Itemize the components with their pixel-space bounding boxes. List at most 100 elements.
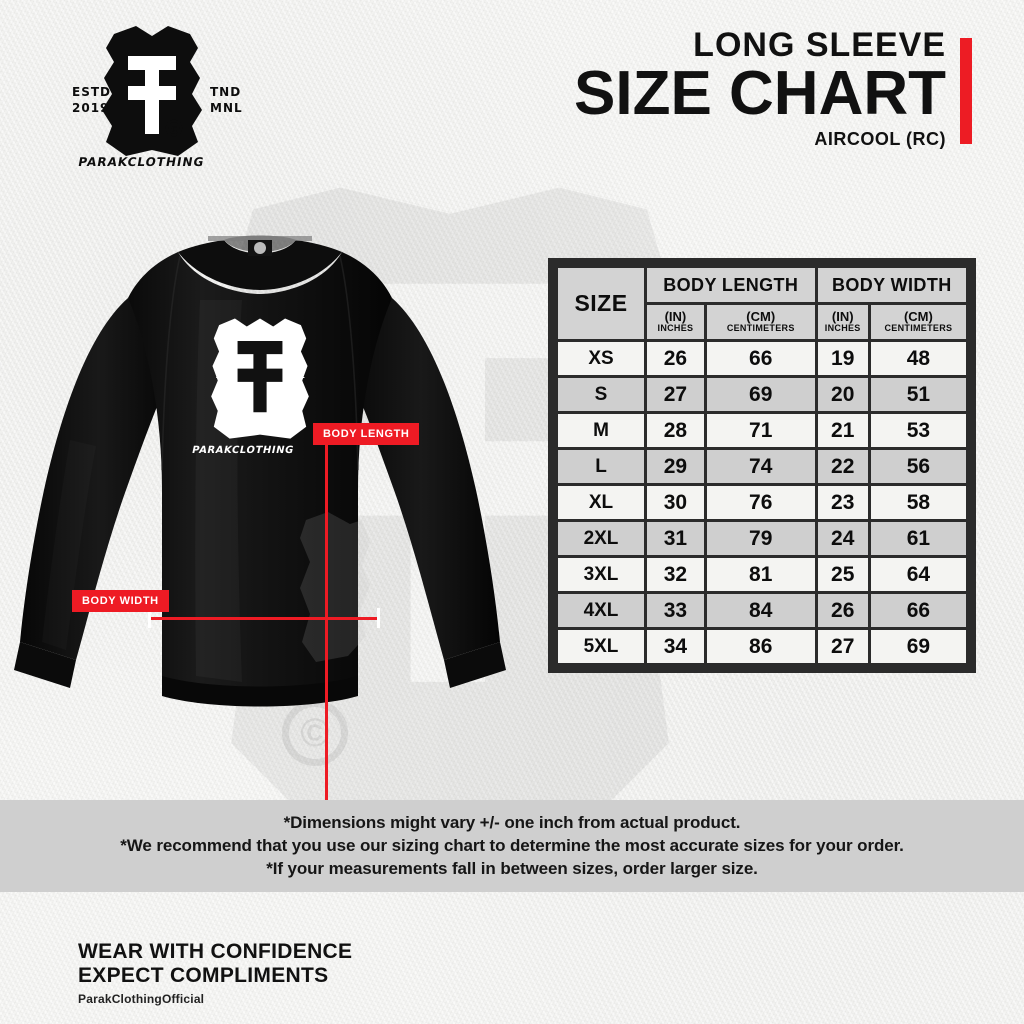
cell-wid-cm: 51	[870, 378, 966, 411]
header-unit-width-in: (IN) INCHES	[817, 305, 868, 339]
svg-text:2019: 2019	[72, 101, 109, 115]
cell-len-in: 32	[647, 558, 704, 591]
disclaimer-line-2: *We recommend that you use our sizing ch…	[120, 836, 904, 855]
table-header-row-units: (IN) INCHES (CM) CENTIMETERS (IN) INCHES…	[558, 305, 966, 339]
svg-text:PARAKCLOTHING: PARAKCLOTHING	[191, 445, 295, 456]
cell-wid-in: 20	[817, 378, 868, 411]
header-unit-width-cm: (CM) CENTIMETERS	[870, 305, 966, 339]
cell-len-cm: 69	[706, 378, 815, 411]
body-width-right-cap	[377, 608, 380, 628]
header-unit-length-cm: (CM) CENTIMETERS	[706, 305, 815, 339]
table-row: 3XL 32 81 25 64	[558, 558, 966, 591]
cell-wid-in: 24	[817, 522, 868, 555]
cell-wid-cm: 66	[870, 594, 966, 627]
cell-wid-cm: 56	[870, 450, 966, 483]
cell-wid-in: 21	[817, 414, 868, 447]
svg-text:PARAKCLOTHING: PARAKCLOTHING	[77, 155, 205, 169]
cell-wid-in: 27	[817, 630, 868, 663]
page-footer: WEAR WITH CONFIDENCE EXPECT COMPLIMENTS …	[78, 940, 352, 1006]
body-length-measure-line	[325, 438, 328, 888]
tagline-line-2: EXPECT COMPLIMENTS	[78, 963, 329, 987]
header-group-body-width: BODY WIDTH	[817, 268, 966, 302]
cell-size: S	[558, 378, 644, 411]
cell-wid-in: 19	[817, 342, 868, 375]
svg-text:ESTD: ESTD	[72, 85, 111, 99]
svg-text:C: C	[171, 125, 177, 134]
cell-wid-cm: 58	[870, 486, 966, 519]
header-subtitle: AIRCOOL (RC)	[814, 128, 946, 149]
table-row: L 29 74 22 56	[558, 450, 966, 483]
svg-text:TND: TND	[210, 85, 241, 99]
unit-abbr: (IN)	[664, 309, 687, 325]
body-width-measure-line	[148, 617, 380, 620]
header-size: SIZE	[558, 268, 644, 339]
cell-len-in: 27	[647, 378, 704, 411]
cell-len-cm: 86	[706, 630, 815, 663]
disclaimer-line-3: *If your measurements fall in between si…	[266, 859, 758, 878]
cell-len-cm: 74	[706, 450, 815, 483]
cell-size: 4XL	[558, 594, 644, 627]
unit-abbr: (CM)	[903, 309, 933, 325]
body-width-left-cap	[148, 608, 151, 628]
cell-wid-in: 22	[817, 450, 868, 483]
social-handle: ParakClothingOfficial	[78, 992, 205, 1007]
cell-len-cm: 66	[706, 342, 815, 375]
table-row: 5XL 34 86 27 69	[558, 630, 966, 663]
tagline-line-1: WEAR WITH CONFIDENCE	[78, 940, 353, 963]
header-unit-length-in: (IN) INCHES	[647, 305, 704, 339]
table-row: 2XL 31 79 24 61	[558, 522, 966, 555]
cell-len-in: 33	[647, 594, 704, 627]
cell-len-cm: 84	[706, 594, 815, 627]
svg-text:MNL: MNL	[287, 371, 305, 380]
cell-len-cm: 81	[706, 558, 815, 591]
cell-len-in: 28	[647, 414, 704, 447]
svg-text:ESTD: ESTD	[215, 362, 236, 371]
table-body: XS 26 66 19 48 S 27 69 20 51 M 28 71 21 53 L 29 74 22 56 XL 3…	[558, 342, 966, 663]
title-block: LONG SLEEVE SIZE CHART AIRCOOL (RC)	[574, 28, 946, 150]
page-title: SIZE CHART	[574, 59, 946, 128]
disclaimer-band: *Dimensions might vary +/- one inch from…	[0, 800, 1024, 892]
cell-len-in: 30	[647, 486, 704, 519]
cell-wid-in: 25	[817, 558, 868, 591]
cell-len-in: 31	[647, 522, 704, 555]
long-sleeve-shirt-image: ESTD 2019 TND MNL C PARAKCLOTHING	[10, 190, 510, 790]
cell-len-in: 26	[647, 342, 704, 375]
table-row: S 27 69 20 51	[558, 378, 966, 411]
cell-wid-cm: 61	[870, 522, 966, 555]
svg-text:TND: TND	[287, 362, 304, 371]
table-row: XL 30 76 23 58	[558, 486, 966, 519]
unit-abbr: (CM)	[746, 309, 776, 325]
svg-text:MNL: MNL	[210, 101, 243, 115]
title-accent-bar	[960, 38, 972, 144]
disclaimer-line-1: *Dimensions might vary +/- one inch from…	[283, 813, 741, 832]
unit-name: CENTIMETERS	[884, 323, 953, 334]
cell-size: 2XL	[558, 522, 644, 555]
unit-name: CENTIMETERS	[726, 323, 795, 334]
unit-name: INCHES	[657, 323, 694, 334]
cell-len-in: 34	[647, 630, 704, 663]
page-header: ESTD 2019 TND MNL C PARAKCLOTHING LONG S…	[0, 0, 1024, 180]
cell-size: XS	[558, 342, 644, 375]
cell-wid-cm: 48	[870, 342, 966, 375]
table-row: 4XL 33 84 26 66	[558, 594, 966, 627]
body-width-callout-label: BODY WIDTH	[72, 590, 169, 612]
cell-wid-cm: 69	[870, 630, 966, 663]
table-row: M 28 71 21 53	[558, 414, 966, 447]
table-header-row-groups: SIZE BODY LENGTH BODY WIDTH	[558, 268, 966, 339]
header-group-body-length: BODY LENGTH	[647, 268, 815, 302]
cell-wid-cm: 64	[870, 558, 966, 591]
body-length-callout-label: BODY LENGTH	[313, 423, 420, 445]
cell-wid-in: 23	[817, 486, 868, 519]
cell-len-cm: 71	[706, 414, 815, 447]
unit-abbr: (IN)	[831, 309, 854, 325]
brand-logo: ESTD 2019 TND MNL C PARAKCLOTHING	[52, 22, 252, 172]
cell-size: L	[558, 450, 644, 483]
table-row: XS 26 66 19 48	[558, 342, 966, 375]
product-photo-panel: ESTD 2019 TND MNL C PARAKCLOTHING BODY L…	[0, 180, 520, 888]
unit-name: INCHES	[824, 323, 861, 334]
cell-size: XL	[558, 486, 644, 519]
cell-wid-in: 26	[817, 594, 868, 627]
size-chart-table-frame: SIZE BODY LENGTH BODY WIDTH (IN) INCHES …	[548, 258, 976, 673]
cell-size: 3XL	[558, 558, 644, 591]
